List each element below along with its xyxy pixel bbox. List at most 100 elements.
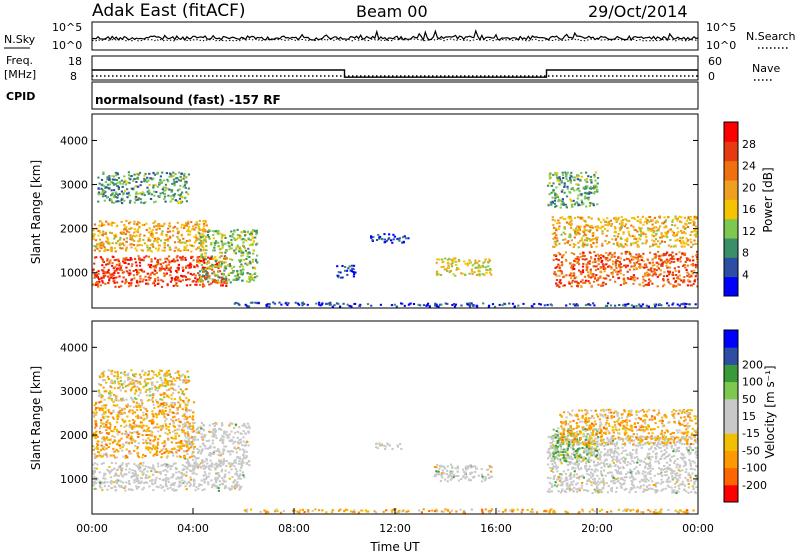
scatter-cell bbox=[582, 254, 585, 257]
scatter-cell bbox=[388, 233, 391, 236]
scatter-cell bbox=[235, 451, 238, 454]
scatter-cell bbox=[583, 186, 586, 189]
scatter-cell bbox=[253, 267, 256, 270]
scatter-cell bbox=[167, 396, 170, 399]
scatter-cell bbox=[612, 271, 615, 274]
scatter-cell bbox=[487, 305, 490, 308]
scatter-cell bbox=[171, 401, 174, 404]
scatter-cell bbox=[654, 303, 658, 306]
scatter-cell bbox=[201, 465, 204, 468]
scatter-cell bbox=[101, 481, 104, 484]
scatter-cell bbox=[236, 275, 239, 278]
scatter-cell bbox=[243, 476, 246, 479]
scatter-cell bbox=[179, 421, 182, 424]
scatter-cell bbox=[614, 280, 617, 283]
scatter-cell bbox=[151, 431, 154, 434]
scatter-cell bbox=[438, 258, 441, 261]
scatter-cell bbox=[110, 180, 113, 183]
scatter-cell bbox=[106, 270, 109, 273]
scatter-cell bbox=[108, 198, 112, 201]
scatter-cell bbox=[199, 276, 202, 279]
power-colorbar-tick: 12 bbox=[742, 225, 756, 238]
scatter-cell bbox=[125, 266, 128, 269]
scatter-cell bbox=[108, 187, 111, 190]
scatter-cell bbox=[202, 283, 205, 286]
scatter-cell bbox=[155, 232, 158, 234]
scatter-cell bbox=[210, 282, 213, 285]
scatter-cell bbox=[93, 415, 96, 418]
scatter-cell bbox=[482, 261, 485, 264]
scatter-cell bbox=[241, 424, 244, 427]
scatter-cell bbox=[187, 193, 190, 196]
scatter-cell bbox=[625, 303, 628, 306]
scatter-cell bbox=[470, 268, 474, 271]
scatter-cell bbox=[167, 452, 170, 455]
scatter-cell bbox=[176, 189, 180, 192]
scatter-cell bbox=[221, 244, 224, 247]
scatter-cell bbox=[122, 276, 125, 279]
scatter-cell bbox=[207, 229, 210, 231]
scatter-cell bbox=[177, 267, 180, 270]
scatter-cell bbox=[574, 230, 577, 233]
scatter-cell bbox=[112, 196, 116, 199]
scatter-cell bbox=[142, 418, 145, 421]
scatter-cell bbox=[676, 232, 679, 235]
scatter-cell bbox=[127, 434, 130, 437]
scatter-cell bbox=[148, 378, 151, 381]
scatter-cell bbox=[558, 265, 561, 267]
scatter-cell bbox=[223, 257, 226, 260]
scatter-cell bbox=[135, 281, 139, 284]
scatter-cell bbox=[606, 242, 609, 245]
scatter-cell bbox=[220, 239, 223, 242]
scatter-cell bbox=[268, 305, 271, 308]
scatter-cell bbox=[584, 197, 587, 200]
scatter-cell bbox=[101, 395, 104, 398]
scatter-cell bbox=[227, 273, 230, 276]
scatter-cell bbox=[151, 434, 154, 437]
scatter-cell bbox=[160, 384, 163, 387]
scatter-cell bbox=[108, 392, 111, 395]
noise-search-series bbox=[91, 38, 698, 42]
scatter-cell bbox=[101, 191, 104, 194]
scatter-cell bbox=[135, 195, 138, 198]
scatter-cell bbox=[205, 475, 209, 478]
scatter-cell bbox=[95, 467, 98, 470]
scatter-cell bbox=[204, 268, 207, 271]
scatter-cell bbox=[164, 385, 167, 388]
scatter-cell bbox=[173, 425, 176, 428]
scatter-cell bbox=[659, 242, 662, 245]
scatter-cell bbox=[183, 176, 186, 179]
scatter-cell bbox=[115, 263, 118, 266]
scatter-cell bbox=[134, 261, 137, 264]
scatter-cell bbox=[412, 303, 416, 305]
scatter-cell bbox=[562, 254, 565, 256]
scatter-cell bbox=[200, 422, 203, 424]
scatter-cell bbox=[148, 172, 151, 175]
scatter-cell bbox=[189, 409, 192, 412]
scatter-cell bbox=[561, 198, 564, 201]
scatter-cell bbox=[116, 482, 119, 485]
scatter-cell bbox=[155, 247, 158, 250]
scatter-cell bbox=[150, 470, 153, 473]
scatter-cell bbox=[566, 171, 569, 174]
scatter-cell bbox=[471, 476, 474, 479]
scatter-cell bbox=[164, 443, 167, 446]
scatter-cell bbox=[240, 238, 243, 241]
scatter-cell bbox=[93, 453, 96, 455]
scatter-cell bbox=[592, 233, 595, 236]
scatter-cell bbox=[217, 448, 220, 451]
scatter-cell bbox=[214, 467, 217, 469]
scatter-cell bbox=[594, 171, 597, 174]
scatter-cell bbox=[669, 257, 672, 260]
scatter-cell bbox=[243, 234, 247, 237]
scatter-cell bbox=[658, 215, 661, 218]
scatter-cell bbox=[126, 415, 129, 418]
scatter-cell bbox=[101, 280, 104, 283]
scatter-cell bbox=[126, 456, 129, 459]
scatter-cell bbox=[144, 481, 147, 484]
scatter-cell bbox=[155, 386, 158, 389]
scatter-cell bbox=[341, 265, 344, 267]
scatter-cell bbox=[198, 259, 201, 262]
scatter-cell bbox=[251, 237, 254, 240]
scatter-cell bbox=[95, 275, 98, 278]
